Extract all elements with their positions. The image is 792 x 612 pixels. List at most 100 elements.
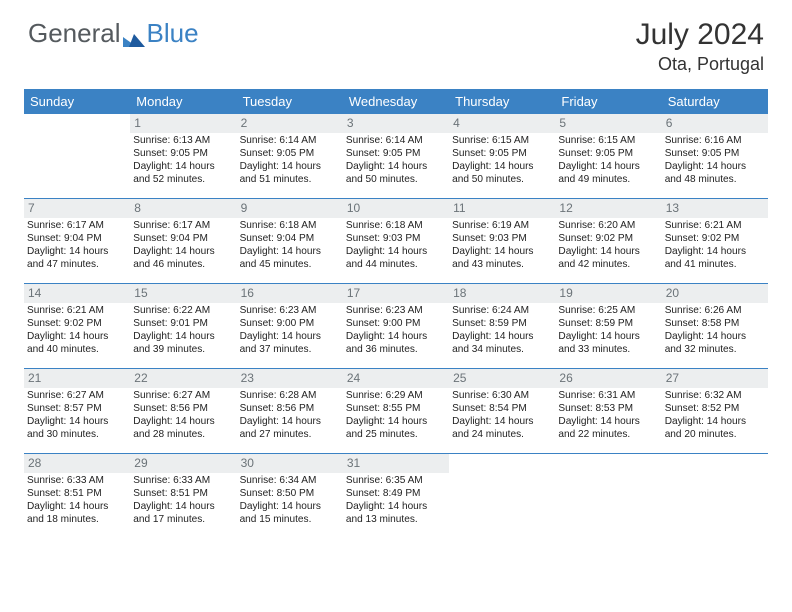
sunset-line: Sunset: 9:05 PM [452, 148, 552, 161]
calendar-cell: 7Sunrise: 6:17 AMSunset: 9:04 PMDaylight… [24, 199, 130, 283]
sunset-line: Sunset: 8:59 PM [558, 318, 658, 331]
calendar-week-row: -1Sunrise: 6:13 AMSunset: 9:05 PMDayligh… [24, 114, 768, 199]
day-number: 16 [237, 284, 343, 303]
calendar-cell: 6Sunrise: 6:16 AMSunset: 9:05 PMDaylight… [662, 114, 768, 198]
day-number: 25 [449, 369, 555, 388]
calendar-week-row: 7Sunrise: 6:17 AMSunset: 9:04 PMDaylight… [24, 199, 768, 284]
day-number: 29 [130, 454, 236, 473]
weekday-header: Sunday [24, 89, 130, 114]
sunset-line: Sunset: 9:04 PM [240, 233, 340, 246]
daylight-line: Daylight: 14 hours and 42 minutes. [558, 246, 658, 272]
day-number: 21 [24, 369, 130, 388]
sunrise-line: Sunrise: 6:18 AM [346, 220, 446, 233]
sunrise-line: Sunrise: 6:14 AM [240, 135, 340, 148]
calendar-week-row: 14Sunrise: 6:21 AMSunset: 9:02 PMDayligh… [24, 284, 768, 369]
sunset-line: Sunset: 8:51 PM [27, 488, 127, 501]
calendar-cell: 23Sunrise: 6:28 AMSunset: 8:56 PMDayligh… [237, 369, 343, 453]
day-number: 26 [555, 369, 661, 388]
day-number: 6 [662, 114, 768, 133]
calendar-cell: - [24, 114, 130, 198]
daylight-line: Daylight: 14 hours and 24 minutes. [452, 416, 552, 442]
sunset-line: Sunset: 8:57 PM [27, 403, 127, 416]
day-number: 13 [662, 199, 768, 218]
daylight-line: Daylight: 14 hours and 22 minutes. [558, 416, 658, 442]
day-number: 20 [662, 284, 768, 303]
sunrise-line: Sunrise: 6:34 AM [240, 475, 340, 488]
sunset-line: Sunset: 9:05 PM [558, 148, 658, 161]
weekday-header: Tuesday [237, 89, 343, 114]
sunset-line: Sunset: 9:05 PM [133, 148, 233, 161]
weekday-header: Wednesday [343, 89, 449, 114]
day-number: 15 [130, 284, 236, 303]
sunrise-line: Sunrise: 6:27 AM [27, 390, 127, 403]
title-block: July 2024 Ota, Portugal [636, 18, 764, 75]
calendar-cell: 11 Sunrise: 6:19 AMSunset: 9:03 PMDayligh… [449, 199, 555, 283]
daylight-line: Daylight: 14 hours and 46 minutes. [133, 246, 233, 272]
calendar-cell: 30Sunrise: 6:34 AMSunset: 8:50 PMDayligh… [237, 454, 343, 538]
sunset-line: Sunset: 9:05 PM [665, 148, 765, 161]
sunrise-line: Sunrise: 6:19 AM [452, 220, 552, 233]
sunset-line: Sunset: 9:02 PM [27, 318, 127, 331]
daylight-line: Daylight: 14 hours and 32 minutes. [665, 331, 765, 357]
daylight-line: Daylight: 14 hours and 17 minutes. [133, 501, 233, 527]
calendar-cell: 10Sunrise: 6:18 AMSunset: 9:03 PMDayligh… [343, 199, 449, 283]
sunrise-line: Sunrise: 6:28 AM [240, 390, 340, 403]
daylight-line: Daylight: 14 hours and 37 minutes. [240, 331, 340, 357]
day-number: 10 [343, 199, 449, 218]
sunrise-line: Sunrise: 6:17 AM [27, 220, 127, 233]
sunset-line: Sunset: 9:02 PM [665, 233, 765, 246]
daylight-line: Daylight: 14 hours and 43 minutes. [452, 246, 552, 272]
day-number: 3 [343, 114, 449, 133]
calendar-cell: 4Sunrise: 6:15 AMSunset: 9:05 PMDaylight… [449, 114, 555, 198]
daylight-line: Daylight: 14 hours and 30 minutes. [27, 416, 127, 442]
calendar-cell: 19Sunrise: 6:25 AMSunset: 8:59 PMDayligh… [555, 284, 661, 368]
sunrise-line: Sunrise: 6:20 AM [558, 220, 658, 233]
daylight-line: Daylight: 14 hours and 15 minutes. [240, 501, 340, 527]
calendar-cell: 28Sunrise: 6:33 AMSunset: 8:51 PMDayligh… [24, 454, 130, 538]
calendar-cell: 14Sunrise: 6:21 AMSunset: 9:02 PMDayligh… [24, 284, 130, 368]
sunset-line: Sunset: 9:03 PM [452, 233, 552, 246]
calendar-cell: 8Sunrise: 6:17 AMSunset: 9:04 PMDaylight… [130, 199, 236, 283]
sunrise-line: Sunrise: 6:27 AM [133, 390, 233, 403]
daylight-line: Daylight: 14 hours and 40 minutes. [27, 331, 127, 357]
day-number: 11 [449, 199, 555, 218]
sunrise-line: Sunrise: 6:24 AM [452, 305, 552, 318]
sunrise-line: Sunrise: 6:13 AM [133, 135, 233, 148]
day-number: 18 [449, 284, 555, 303]
day-number: 22 [130, 369, 236, 388]
sunset-line: Sunset: 8:59 PM [452, 318, 552, 331]
day-number: 4 [449, 114, 555, 133]
weekday-header: Thursday [449, 89, 555, 114]
calendar-cell: 15Sunrise: 6:22 AMSunset: 9:01 PMDayligh… [130, 284, 236, 368]
weekday-header: Saturday [662, 89, 768, 114]
sunset-line: Sunset: 8:50 PM [240, 488, 340, 501]
day-number: 24 [343, 369, 449, 388]
sunrise-line: Sunrise: 6:22 AM [133, 305, 233, 318]
sunrise-line: Sunrise: 6:14 AM [346, 135, 446, 148]
calendar-cell: 25Sunrise: 6:30 AMSunset: 8:54 PMDayligh… [449, 369, 555, 453]
daylight-line: Daylight: 14 hours and 45 minutes. [240, 246, 340, 272]
sunset-line: Sunset: 9:01 PM [133, 318, 233, 331]
calendar-cell: 24Sunrise: 6:29 AMSunset: 8:55 PMDayligh… [343, 369, 449, 453]
calendar-cell: - [662, 454, 768, 538]
calendar-cell: 9Sunrise: 6:18 AMSunset: 9:04 PMDaylight… [237, 199, 343, 283]
sunset-line: Sunset: 8:58 PM [665, 318, 765, 331]
location-label: Ota, Portugal [636, 54, 764, 75]
daylight-line: Daylight: 14 hours and 51 minutes. [240, 161, 340, 187]
calendar-cell: - [449, 454, 555, 538]
daylight-line: Daylight: 14 hours and 13 minutes. [346, 501, 446, 527]
weekday-header: Friday [555, 89, 661, 114]
calendar-cell: 2Sunrise: 6:14 AMSunset: 9:05 PMDaylight… [237, 114, 343, 198]
calendar-cell: 5Sunrise: 6:15 AMSunset: 9:05 PMDaylight… [555, 114, 661, 198]
sunrise-line: Sunrise: 6:31 AM [558, 390, 658, 403]
sunset-line: Sunset: 8:55 PM [346, 403, 446, 416]
header: General Blue July 2024 Ota, Portugal [0, 0, 792, 83]
sunset-line: Sunset: 8:56 PM [240, 403, 340, 416]
day-number: 27 [662, 369, 768, 388]
daylight-line: Daylight: 14 hours and 44 minutes. [346, 246, 446, 272]
calendar: Sunday Monday Tuesday Wednesday Thursday… [24, 89, 768, 538]
weekday-header-row: Sunday Monday Tuesday Wednesday Thursday… [24, 89, 768, 114]
logo-text-general: General [28, 18, 121, 49]
sunrise-line: Sunrise: 6:21 AM [665, 220, 765, 233]
sunrise-line: Sunrise: 6:21 AM [27, 305, 127, 318]
